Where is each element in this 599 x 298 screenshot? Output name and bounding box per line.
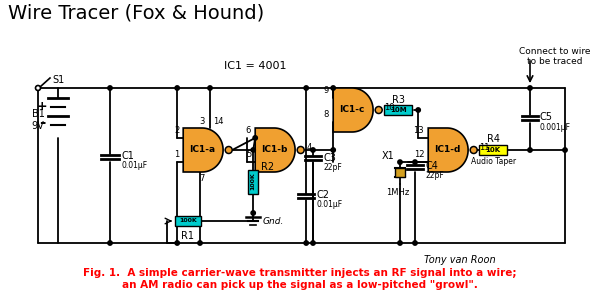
Text: 9V: 9V — [32, 121, 44, 131]
Text: 4: 4 — [306, 142, 311, 151]
Circle shape — [331, 86, 335, 90]
Bar — [175, 216, 201, 226]
Text: 22pF: 22pF — [323, 162, 342, 172]
Text: X1: X1 — [382, 151, 394, 161]
Text: +: + — [37, 100, 47, 114]
Text: IC1 = 4001: IC1 = 4001 — [224, 61, 286, 71]
Text: 100K: 100K — [251, 173, 256, 190]
Text: 0.001μF: 0.001μF — [540, 122, 571, 131]
Text: C5: C5 — [540, 112, 553, 122]
Circle shape — [528, 148, 532, 152]
Text: Audio Taper: Audio Taper — [471, 156, 516, 165]
Bar — [248, 170, 258, 193]
Text: 5: 5 — [246, 150, 251, 159]
Circle shape — [413, 241, 417, 245]
Text: 22pF: 22pF — [425, 170, 444, 180]
Polygon shape — [333, 88, 373, 132]
Circle shape — [470, 147, 477, 153]
Text: 11: 11 — [479, 142, 490, 151]
Polygon shape — [255, 128, 295, 172]
Text: Gnd.: Gnd. — [262, 218, 283, 226]
Text: 10M: 10M — [390, 107, 407, 113]
Circle shape — [528, 86, 532, 90]
Circle shape — [35, 86, 41, 91]
Text: IC1-d: IC1-d — [434, 145, 460, 154]
Text: R3: R3 — [392, 95, 405, 105]
Text: an AM radio can pick up the signal as a low-pitched "growl".: an AM radio can pick up the signal as a … — [122, 280, 478, 290]
Polygon shape — [428, 128, 468, 172]
Circle shape — [251, 211, 255, 215]
Text: 14: 14 — [213, 117, 223, 126]
Circle shape — [311, 148, 315, 152]
Circle shape — [175, 86, 179, 90]
Text: C3: C3 — [323, 153, 336, 163]
Circle shape — [398, 160, 402, 164]
Circle shape — [108, 86, 112, 90]
Text: to be traced: to be traced — [527, 58, 583, 66]
Text: C1: C1 — [122, 151, 135, 161]
Text: 12: 12 — [414, 150, 424, 159]
Text: 2: 2 — [174, 126, 179, 135]
Circle shape — [297, 147, 304, 153]
Circle shape — [225, 147, 232, 153]
Text: IC1-b: IC1-b — [261, 145, 288, 154]
Circle shape — [251, 148, 255, 152]
Circle shape — [331, 148, 335, 152]
Text: B1: B1 — [32, 109, 44, 119]
Text: IC1-c: IC1-c — [340, 105, 365, 114]
Text: 3: 3 — [199, 117, 205, 126]
Bar — [479, 145, 507, 155]
Circle shape — [304, 241, 308, 245]
Text: Wire Tracer (Fox & Hound): Wire Tracer (Fox & Hound) — [8, 4, 264, 23]
Circle shape — [413, 160, 417, 164]
Bar — [395, 168, 405, 177]
Text: 9: 9 — [324, 86, 329, 95]
Text: 10K: 10K — [486, 147, 501, 153]
Circle shape — [253, 136, 258, 140]
Text: 8: 8 — [324, 110, 329, 119]
Text: Tony van Roon: Tony van Roon — [424, 255, 496, 265]
Text: 100K: 100K — [179, 218, 197, 224]
Bar — [384, 105, 412, 115]
Text: 0.01μF: 0.01μF — [122, 162, 148, 170]
Text: 10: 10 — [384, 103, 395, 111]
Text: R1: R1 — [181, 231, 195, 241]
Circle shape — [416, 108, 420, 112]
Text: IC1-a: IC1-a — [189, 145, 215, 154]
Circle shape — [398, 241, 402, 245]
Circle shape — [311, 241, 315, 245]
Circle shape — [198, 241, 202, 245]
Circle shape — [208, 86, 212, 90]
Text: 1MHz: 1MHz — [386, 188, 410, 197]
Text: 0.01μF: 0.01μF — [316, 200, 342, 209]
Circle shape — [175, 241, 179, 245]
Text: R4: R4 — [487, 134, 500, 144]
Circle shape — [304, 86, 308, 90]
Text: C2: C2 — [316, 190, 329, 199]
Text: -: - — [39, 116, 45, 131]
Text: S1: S1 — [52, 75, 64, 85]
Polygon shape — [183, 128, 223, 172]
Text: 7: 7 — [199, 174, 205, 183]
Text: 1: 1 — [174, 150, 179, 159]
Circle shape — [108, 241, 112, 245]
Text: C4: C4 — [425, 161, 438, 171]
Text: Connect to wire: Connect to wire — [519, 47, 591, 57]
Text: 13: 13 — [413, 126, 424, 135]
Text: 6: 6 — [246, 126, 251, 135]
Text: Fig. 1.  A simple carrier-wave transmitter injects an RF signal into a wire;: Fig. 1. A simple carrier-wave transmitte… — [83, 268, 517, 278]
Text: R2: R2 — [261, 162, 274, 173]
Circle shape — [375, 106, 382, 114]
Circle shape — [563, 148, 567, 152]
